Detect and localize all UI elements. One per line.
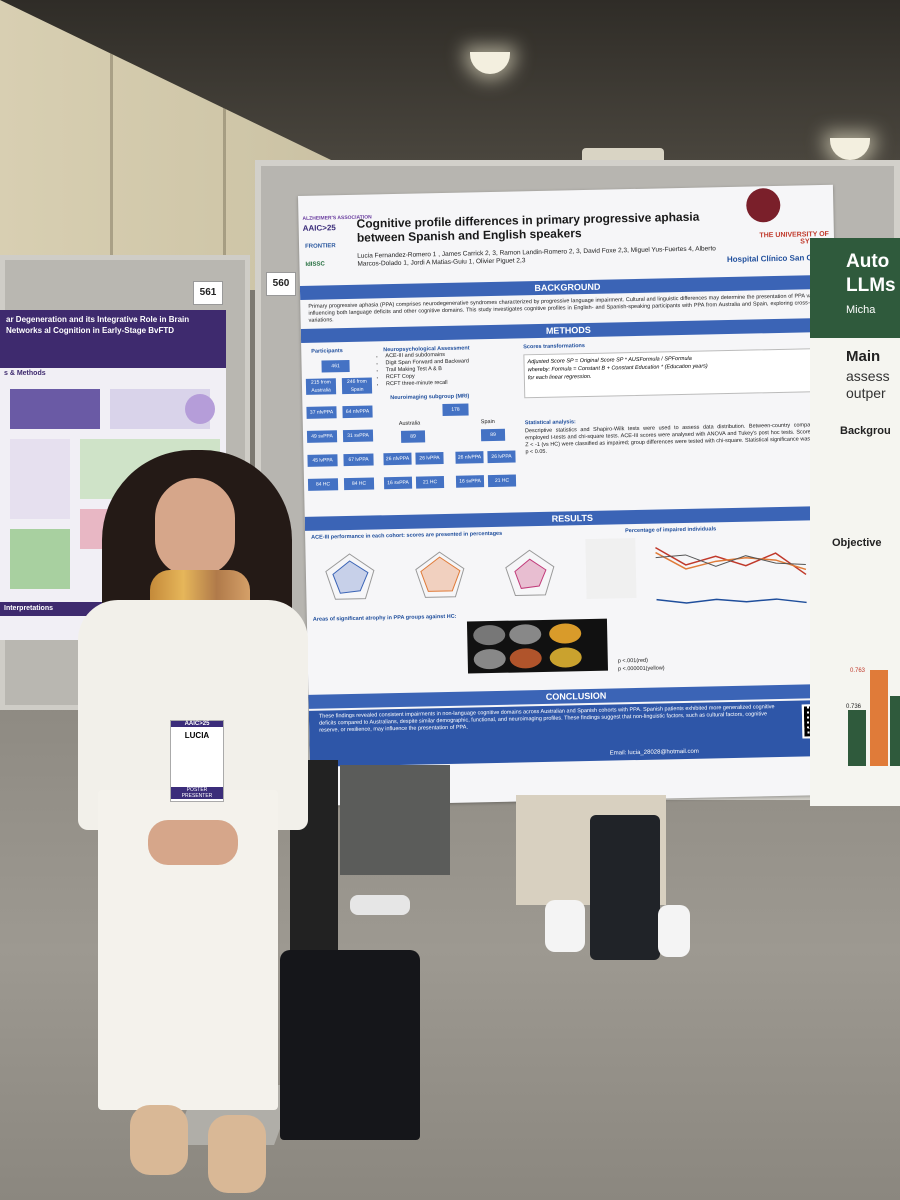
au-mri: 89 [400, 430, 426, 443]
impaired-line-chart [585, 538, 807, 604]
au-label: Australia [398, 420, 421, 427]
es-svppa: 31 svPPA [342, 429, 374, 443]
university-seal-icon [745, 187, 781, 223]
es-hc: 84 HC [343, 477, 375, 491]
main-poster: ALZHEIMER'S ASSOCIATION AAIC>25 FRONTIER… [298, 184, 846, 806]
right-title-line: LLMs [846, 275, 896, 296]
conclusion-box: These findings revealed consistent impai… [308, 699, 845, 767]
p-red: p <.001(red) [617, 657, 648, 665]
badge-role: POSTER PRESENTER [171, 787, 223, 799]
right-main-label: Main [846, 348, 881, 365]
spain-n: 246 from Spain [341, 377, 373, 395]
au-nfvppa: 37 nfvPPA [306, 406, 337, 419]
right-title-line: Micha [846, 304, 876, 316]
mri-box: 21 HC [487, 474, 517, 488]
name-badge: AAIC>25 LUCIA POSTER PRESENTER [170, 720, 224, 802]
ceiling-lamp [470, 52, 510, 74]
right-objective-label: Objective [832, 537, 882, 549]
neuro-item: RCFT three-minute recall [386, 379, 470, 388]
mri-box: 16 svPPA [455, 475, 485, 488]
badge-conference: AAIC>25 [171, 721, 223, 727]
scores-title: Scores transformations [523, 343, 586, 351]
right-poster-header: Auto LLMs Micha [810, 238, 900, 338]
neuro-list: ACE-III and subdomains Digit Span Forwar… [373, 351, 469, 388]
participants-label: Participants [311, 348, 343, 355]
chart-legend [585, 538, 637, 600]
mri-box: 26 nfvPPA [383, 452, 412, 466]
person-face [155, 478, 235, 576]
formula-box: Adjusted Score SP = Original Score SP * … [523, 348, 825, 399]
right-shoe [208, 1115, 266, 1193]
p-yellow: p <.000001(yellow) [617, 665, 665, 673]
frontier-logo: FRONTIER [305, 243, 336, 250]
es-label: Spain [480, 418, 495, 426]
person-hands [148, 820, 238, 865]
atrophy-title: Areas of significant atrophy in PPA grou… [312, 613, 457, 623]
stats-title: Statistical analysis: [524, 419, 576, 427]
au-lvppa: 45 lvPPA [307, 454, 338, 467]
es-nfvppa: 64 nfvPPA [342, 405, 373, 419]
mri-total: 178 [442, 403, 469, 417]
black-handbag [280, 950, 420, 1140]
left-poster-section: s & Methods [4, 370, 46, 377]
au-hc: 84 HC [307, 478, 339, 491]
poster-authors: Lucia Fernandez-Romero 1 , James Carrick… [357, 245, 716, 268]
right-title-line: Auto [846, 251, 890, 272]
brain-scans-image [466, 618, 609, 674]
ceiling-lamp [830, 138, 870, 160]
poster-right: Auto LLMs Micha Main assess outper Backg… [810, 238, 900, 806]
stats-text: Descriptive statistics and Shapiro-Wilk … [524, 422, 826, 456]
mri-box: 26 lvPPA [487, 450, 516, 464]
visitor-shoe [350, 895, 410, 915]
tote-bag [590, 815, 660, 960]
right-bar-value: 0.763 [850, 668, 866, 674]
idissc-logo: IdISSC [305, 261, 325, 268]
methods-section: Participants 461 215 from Australia 246 … [301, 334, 839, 515]
mri-box: 21 HC [415, 476, 445, 489]
results-section: ACE-III performance in each cohort: scor… [305, 522, 843, 693]
mri-box: 16 svPPA [383, 476, 413, 490]
radar-chart [325, 553, 375, 600]
radar-chart [505, 549, 555, 597]
right-bar-value: 0.736 [846, 704, 862, 710]
right-main-line: outper [846, 385, 886, 401]
pct-title: Percentage of impaired individuals [625, 526, 717, 535]
participants-total: 461 [321, 359, 350, 373]
left-poster-header: ar Degeneration and its Integrative Role… [0, 310, 226, 368]
es-mri: 89 [480, 428, 506, 442]
left-poster-title: ar Degeneration and its Integrative Role… [6, 315, 190, 335]
radar-charts [325, 549, 555, 600]
poster-header: ALZHEIMER'S ASSOCIATION AAIC>25 FRONTIER… [298, 185, 835, 284]
right-bar-chart [848, 670, 900, 766]
visitor-sneaker [658, 905, 690, 957]
australia-n: 215 from Australia [305, 378, 337, 395]
neuroimaging-label: Neuroimaging subgroup (MRI) [390, 393, 470, 402]
right-background-label: Backgrou [840, 425, 891, 437]
radar-chart [415, 551, 465, 598]
email: Email: lucia_28028@hotmail.com [609, 748, 699, 757]
poster-title: Cognitive profile differences in primary… [356, 209, 700, 245]
board-number-left: 561 [193, 281, 223, 305]
visitor-sneaker [545, 900, 585, 952]
mri-box: 26 nfvPPA [455, 451, 484, 464]
board-number-main: 560 [266, 272, 296, 296]
right-main-line: assess [846, 368, 890, 384]
radar-title: ACE-III performance in each cohort: scor… [311, 530, 503, 541]
mri-box: 26 lvPPA [415, 452, 444, 465]
au-svppa: 49 svPPA [306, 430, 338, 443]
aaic-logo: AAIC>25 [302, 223, 336, 233]
left-shoe [130, 1105, 188, 1175]
visitor-legs [340, 765, 450, 875]
es-lvppa: 67 lvPPA [343, 453, 374, 467]
badge-name: LUCIA [184, 731, 210, 740]
